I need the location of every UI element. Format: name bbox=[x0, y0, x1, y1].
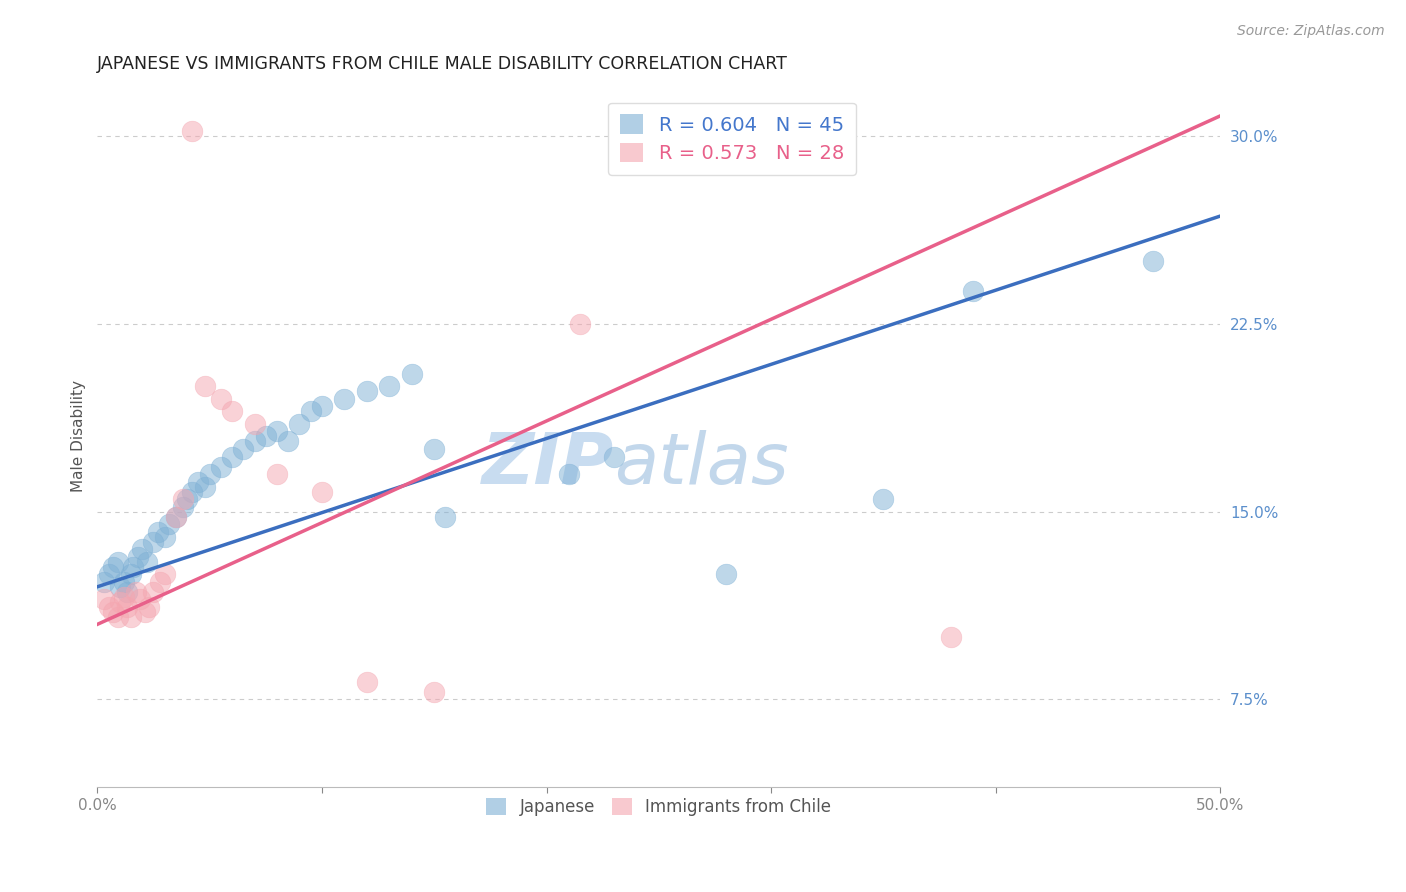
Point bbox=[254, 429, 277, 443]
Point bbox=[115, 599, 138, 614]
Point bbox=[962, 284, 984, 298]
Point bbox=[153, 567, 176, 582]
Text: JAPANESE VS IMMIGRANTS FROM CHILE MALE DISABILITY CORRELATION CHART: JAPANESE VS IMMIGRANTS FROM CHILE MALE D… bbox=[97, 55, 789, 73]
Point bbox=[277, 434, 299, 449]
Y-axis label: Male Disability: Male Disability bbox=[72, 381, 86, 492]
Point bbox=[129, 592, 152, 607]
Text: atlas: atlas bbox=[614, 430, 789, 499]
Point bbox=[115, 584, 138, 599]
Point bbox=[142, 534, 165, 549]
Point bbox=[108, 595, 131, 609]
Point bbox=[221, 450, 243, 464]
Point bbox=[124, 584, 146, 599]
Point bbox=[311, 484, 333, 499]
Point bbox=[93, 574, 115, 589]
Point bbox=[266, 467, 288, 481]
Point bbox=[939, 630, 962, 644]
Point bbox=[120, 567, 142, 582]
Point bbox=[266, 425, 288, 439]
Point bbox=[243, 417, 266, 431]
Point bbox=[157, 517, 180, 532]
Point bbox=[180, 124, 202, 138]
Point bbox=[401, 367, 423, 381]
Point bbox=[198, 467, 221, 481]
Point bbox=[107, 555, 129, 569]
Point bbox=[180, 484, 202, 499]
Point bbox=[146, 524, 169, 539]
Point bbox=[131, 542, 153, 557]
Point bbox=[434, 509, 457, 524]
Point bbox=[356, 675, 378, 690]
Point bbox=[194, 379, 217, 393]
Point bbox=[172, 492, 194, 507]
Point bbox=[378, 379, 401, 393]
Point bbox=[97, 599, 120, 614]
Point bbox=[122, 559, 145, 574]
Point bbox=[108, 580, 131, 594]
Point bbox=[135, 555, 157, 569]
Point bbox=[112, 574, 135, 589]
Point bbox=[93, 592, 115, 607]
Point bbox=[165, 509, 187, 524]
Point bbox=[187, 475, 209, 489]
Point bbox=[423, 685, 446, 699]
Text: ZIP: ZIP bbox=[482, 430, 614, 499]
Point bbox=[221, 404, 243, 418]
Point bbox=[243, 434, 266, 449]
Point bbox=[97, 567, 120, 582]
Text: Source: ZipAtlas.com: Source: ZipAtlas.com bbox=[1237, 24, 1385, 38]
Point bbox=[423, 442, 446, 456]
Point bbox=[165, 509, 187, 524]
Point bbox=[172, 500, 194, 514]
Point bbox=[311, 400, 333, 414]
Point bbox=[1142, 254, 1164, 268]
Point bbox=[101, 605, 124, 619]
Point bbox=[872, 492, 894, 507]
Point bbox=[569, 317, 592, 331]
Point bbox=[149, 574, 172, 589]
Point bbox=[209, 392, 232, 406]
Point bbox=[134, 605, 156, 619]
Point bbox=[356, 384, 378, 399]
Point bbox=[138, 599, 160, 614]
Point bbox=[603, 450, 626, 464]
Point bbox=[120, 610, 142, 624]
Legend: Japanese, Immigrants from Chile: Japanese, Immigrants from Chile bbox=[478, 789, 839, 824]
Point bbox=[209, 459, 232, 474]
Point bbox=[288, 417, 311, 431]
Point bbox=[299, 404, 322, 418]
Point bbox=[716, 567, 738, 582]
Point bbox=[194, 479, 217, 493]
Point bbox=[333, 392, 356, 406]
Point bbox=[153, 530, 176, 544]
Point bbox=[142, 584, 165, 599]
Point bbox=[232, 442, 254, 456]
Point bbox=[558, 467, 581, 481]
Point bbox=[107, 610, 129, 624]
Point bbox=[176, 492, 198, 507]
Point bbox=[101, 559, 124, 574]
Point bbox=[112, 590, 135, 604]
Point bbox=[127, 549, 149, 564]
